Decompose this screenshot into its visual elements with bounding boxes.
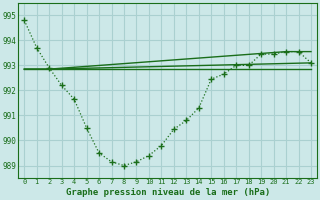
X-axis label: Graphe pression niveau de la mer (hPa): Graphe pression niveau de la mer (hPa) <box>66 188 270 197</box>
